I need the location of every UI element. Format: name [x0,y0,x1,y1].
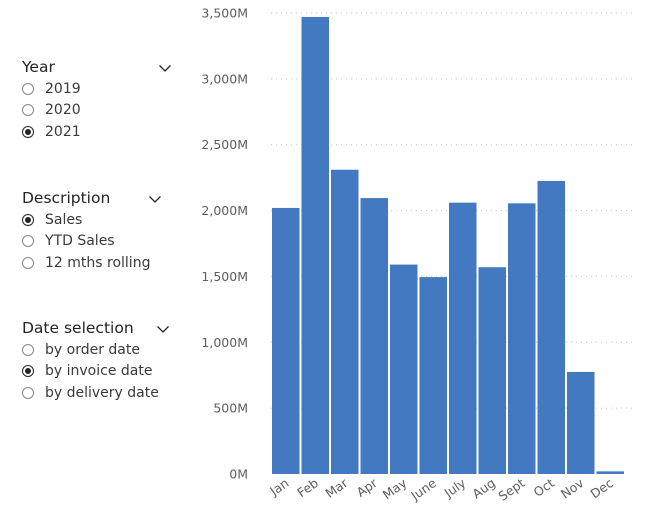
y-tick-label: 500M [213,401,248,416]
radio-option-ytd-sales[interactable]: YTD Sales [22,231,172,253]
bar-aug [478,267,506,474]
chevron-down-icon[interactable] [156,321,170,335]
x-tick-label: Mar [323,475,352,501]
option-label: by order date [45,341,140,358]
radio-button[interactable] [22,235,34,248]
slicer-header[interactable]: Year [22,56,172,78]
radio-button[interactable] [22,104,34,117]
bar-july [449,202,477,474]
radio-button[interactable] [22,365,34,378]
bar-june [419,277,447,474]
option-label: YTD Sales [45,233,115,250]
option-label: by invoice date [45,363,153,380]
radio-option-sales[interactable]: Sales [22,209,172,231]
chevron-down-icon[interactable] [148,191,162,205]
slicer-date-selection: Date selection by order date by invoice … [22,317,172,404]
option-label: 2021 [45,123,81,140]
radio-option-by-invoice-date[interactable]: by invoice date [22,361,172,383]
radio-button[interactable] [22,343,34,356]
slicer-year: Year 2019 2020 2021 [22,56,172,143]
radio-option-12-mths-rolling[interactable]: 12 mths rolling [22,252,172,274]
bar-sept [508,203,536,474]
bars [272,16,624,475]
radio-option-by-delivery-date[interactable]: by delivery date [22,382,172,404]
y-tick-label: 1,500M [201,269,248,284]
radio-option-2020[interactable]: 2020 [22,100,172,122]
y-tick-label: 1,000M [201,335,248,350]
slicer-title: Year [22,58,55,76]
radio-button[interactable] [22,125,34,138]
radio-option-2019[interactable]: 2019 [22,78,172,100]
bar-apr [360,198,388,474]
bar-jan [272,207,300,475]
bar-nov [567,371,595,474]
bar-oct [537,180,565,474]
option-label: 2019 [45,80,81,97]
slicer-title: Date selection [22,319,134,337]
option-label: 12 mths rolling [45,254,151,271]
bar-feb [301,16,329,475]
y-tick-label: 2,500M [201,137,248,152]
x-tick-label: Oct [531,475,557,500]
radio-button[interactable] [22,256,34,269]
x-tick-label: May [380,475,410,502]
x-tick-label: June [407,475,439,504]
slicer-header[interactable]: Date selection [22,317,172,339]
y-axis: 0M 500M 1,000M 1,500M 2,000M 2,500M 3,000M 3,50… [201,6,248,482]
x-tick-label: Dec [588,475,617,501]
x-tick-label: Sept [496,475,528,504]
slicer-title: Description [22,189,111,207]
y-tick-label: 3,000M [201,71,248,86]
radio-option-2021[interactable]: 2021 [22,121,172,143]
y-tick-label: 2,000M [201,203,248,218]
x-tick-label: July [441,475,469,501]
bar-dec [596,471,624,474]
x-tick-label: Jan [266,475,291,499]
chevron-down-icon[interactable] [158,60,172,74]
option-label: 2020 [45,102,81,119]
bar-may [390,264,418,474]
radio-button[interactable] [22,386,34,399]
bar-mar [331,169,359,475]
x-tick-label: Aug [469,475,498,501]
x-tick-label: Nov [558,475,587,502]
option-label: by delivery date [45,384,159,401]
y-tick-label: 0M [229,467,248,482]
y-tick-label: 3,500M [201,6,248,21]
radio-button[interactable] [22,213,34,226]
slicer-description: Description Sales YTD Sales 12 mths roll… [22,187,172,274]
radio-button[interactable] [22,82,34,95]
x-tick-label: Feb [294,475,321,500]
option-label: Sales [45,211,83,228]
slicer-header[interactable]: Description [22,187,172,209]
x-tick-label: Apr [354,475,381,500]
radio-option-by-order-date[interactable]: by order date [22,339,172,361]
